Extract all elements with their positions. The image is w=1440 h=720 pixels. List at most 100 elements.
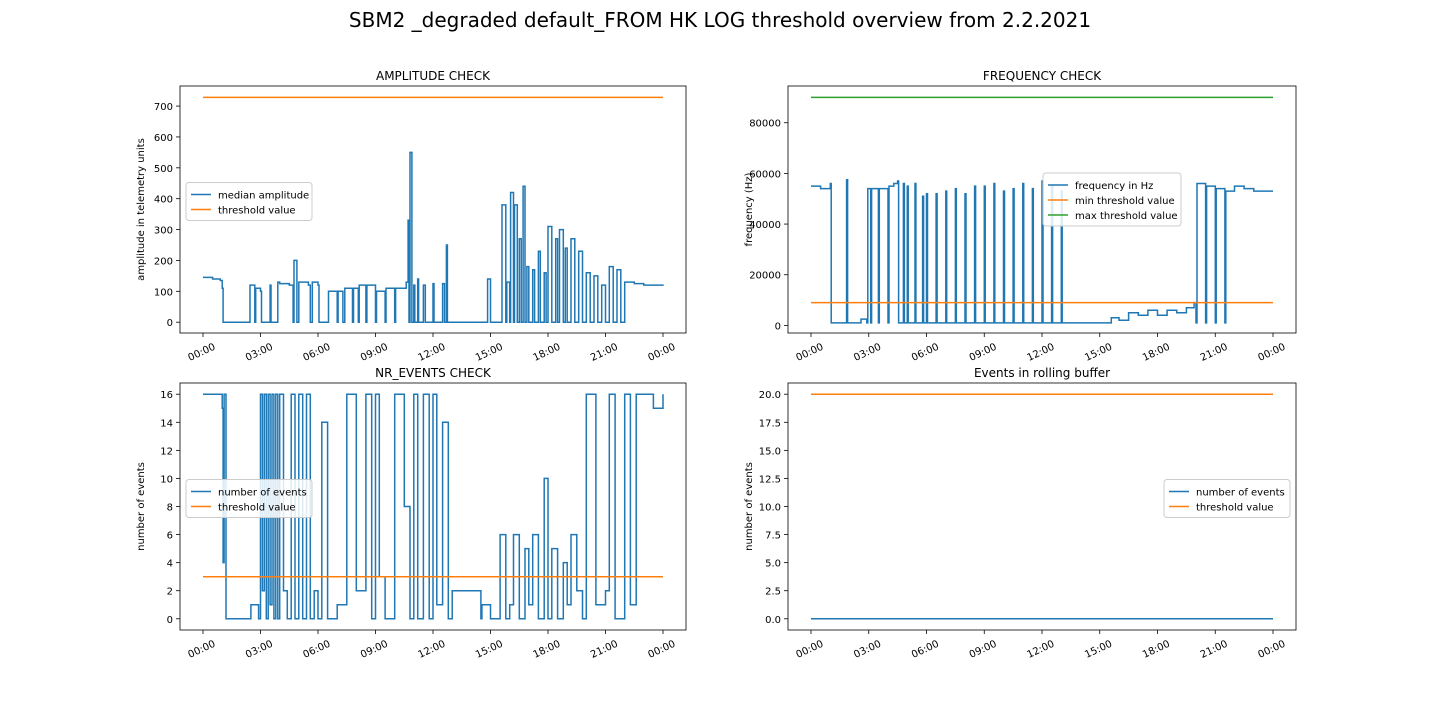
legend-box	[185, 479, 313, 518]
y-tick-label: 6	[167, 531, 173, 542]
x-tick-label: 15:00	[1083, 342, 1114, 364]
y-tick-label: 20000	[749, 271, 781, 282]
y-tick-label: 80000	[749, 119, 781, 130]
legend-label: number of events	[1196, 488, 1285, 499]
legend-label: max threshold value	[1075, 211, 1178, 222]
x-tick-label: 06:00	[910, 639, 941, 661]
x-tick-label: 12:00	[417, 342, 448, 364]
legend: number of events threshold value	[1163, 479, 1291, 518]
legend: frequency in Hz min threshold value max th…	[1042, 172, 1182, 227]
chart-panel-1: 0 100 200 300 400 500 600 700 00:00 03:00 06:00 09:…	[136, 69, 687, 364]
y-tick-label: 300	[154, 226, 173, 237]
y-tick-label: 10.0	[759, 503, 781, 514]
x-tick-label: 00:00	[795, 639, 826, 661]
x-tick-label: 06:00	[302, 342, 333, 364]
x-tick-label: 21:00	[589, 639, 620, 661]
y-tick-label: 0	[167, 615, 173, 626]
legend-label: frequency in Hz	[1075, 181, 1153, 192]
y-tick-label: 7.5	[765, 531, 781, 542]
y-tick-label: 16	[160, 390, 173, 401]
x-tick-label: 00:00	[795, 342, 826, 364]
x-tick-label: 03:00	[244, 639, 275, 661]
y-tick-label: 0.0	[765, 615, 781, 626]
y-tick-label: 60000	[749, 169, 781, 180]
legend-label: threshold value	[218, 206, 296, 217]
y-tick-label: 100	[154, 287, 173, 298]
y-tick-label: 0	[775, 321, 781, 332]
x-tick-label: 21:00	[1199, 342, 1230, 364]
series-line-1	[203, 393, 664, 620]
legend-label: threshold value	[218, 503, 296, 514]
y-tick-label: 10	[160, 474, 173, 485]
legend-box	[1042, 172, 1182, 227]
y-tick-label: 15.0	[759, 446, 781, 457]
x-tick-label: 09:00	[359, 639, 390, 661]
x-tick-label: 12:00	[417, 639, 448, 661]
y-tick-label: 200	[154, 256, 173, 267]
y-tick-label: 700	[154, 102, 173, 113]
chart-panel-2: 0 20000 40000 60000 80000 00:00 03:00 06:00 09:0…	[744, 69, 1297, 364]
y-tick-label: 2	[167, 587, 173, 598]
series-line-1	[811, 178, 1273, 324]
legend-label: median amplitude	[218, 191, 309, 202]
figure-title: SBM2 _degraded default_FROM HK LOG thres…	[348, 8, 1092, 32]
y-axis-label: number of events	[136, 462, 147, 551]
x-tick-label: 15:00	[474, 342, 505, 364]
x-tick-label: 09:00	[359, 342, 390, 364]
chart-title: FREQUENCY CHECK	[983, 69, 1102, 83]
x-tick-label: 18:00	[1141, 639, 1172, 661]
x-tick-label: 06:00	[302, 639, 333, 661]
y-tick-label: 4	[167, 559, 173, 570]
x-tick-label: 21:00	[1199, 639, 1230, 661]
y-tick-label: 12	[160, 446, 173, 457]
y-tick-label: 2.5	[765, 587, 781, 598]
chart-title: NR_EVENTS CHECK	[375, 366, 492, 380]
x-tick-label: 03:00	[852, 639, 883, 661]
series-line-1	[203, 151, 664, 323]
y-axis-label: frequency (Hz)	[744, 172, 755, 246]
x-tick-label: 03:00	[852, 342, 883, 364]
x-tick-label: 21:00	[589, 342, 620, 364]
x-tick-label: 06:00	[910, 342, 941, 364]
legend-label: threshold value	[1196, 503, 1274, 514]
legend-label: number of events	[218, 488, 307, 499]
x-tick-label: 09:00	[968, 342, 999, 364]
legend-label: min threshold value	[1075, 196, 1175, 207]
x-tick-label: 15:00	[1083, 639, 1114, 661]
x-tick-label: 09:00	[968, 639, 999, 661]
y-tick-label: 12.5	[759, 474, 781, 485]
y-tick-label: 20.0	[759, 390, 781, 401]
y-axis-label: amplitude in telemetry units	[136, 138, 147, 281]
x-tick-label: 12:00	[1026, 342, 1057, 364]
y-tick-label: 8	[167, 503, 173, 514]
y-tick-label: 5.0	[765, 559, 781, 570]
x-tick-label: 00:00	[187, 342, 218, 364]
x-tick-label: 18:00	[532, 639, 563, 661]
chart-title: Events in rolling buffer	[974, 366, 1110, 380]
x-tick-label: 18:00	[532, 342, 563, 364]
legend-box	[1163, 479, 1291, 518]
y-tick-label: 400	[154, 195, 173, 206]
y-tick-label: 40000	[749, 220, 781, 231]
chart-panel-3: 0 2 4 6 8 10 12 14 16 00:00 03:00 06:00 09:00 12:00 15…	[136, 366, 687, 661]
chart-panel-4: 0.0 2.5 5.0 7.5 10.0 12.5 15.0 17.5 20.0 00:00 03:…	[744, 366, 1297, 661]
x-tick-label: 00:00	[187, 639, 218, 661]
x-tick-label: 00:00	[647, 342, 678, 364]
x-tick-label: 00:00	[1257, 342, 1288, 364]
x-tick-label: 00:00	[647, 639, 678, 661]
y-tick-label: 0	[167, 318, 173, 329]
y-axis-label: number of events	[744, 462, 755, 551]
legend: median amplitude threshold value	[185, 182, 313, 221]
legend: number of events threshold value	[185, 479, 313, 518]
x-tick-label: 00:00	[1257, 639, 1288, 661]
x-tick-label: 03:00	[244, 342, 275, 364]
x-tick-label: 18:00	[1141, 342, 1172, 364]
x-tick-label: 12:00	[1026, 639, 1057, 661]
y-tick-label: 500	[154, 164, 173, 175]
legend-box	[185, 182, 313, 221]
chart-title: AMPLITUDE CHECK	[376, 69, 491, 83]
y-tick-label: 600	[154, 133, 173, 144]
y-tick-label: 17.5	[759, 418, 781, 429]
y-tick-label: 14	[160, 418, 173, 429]
